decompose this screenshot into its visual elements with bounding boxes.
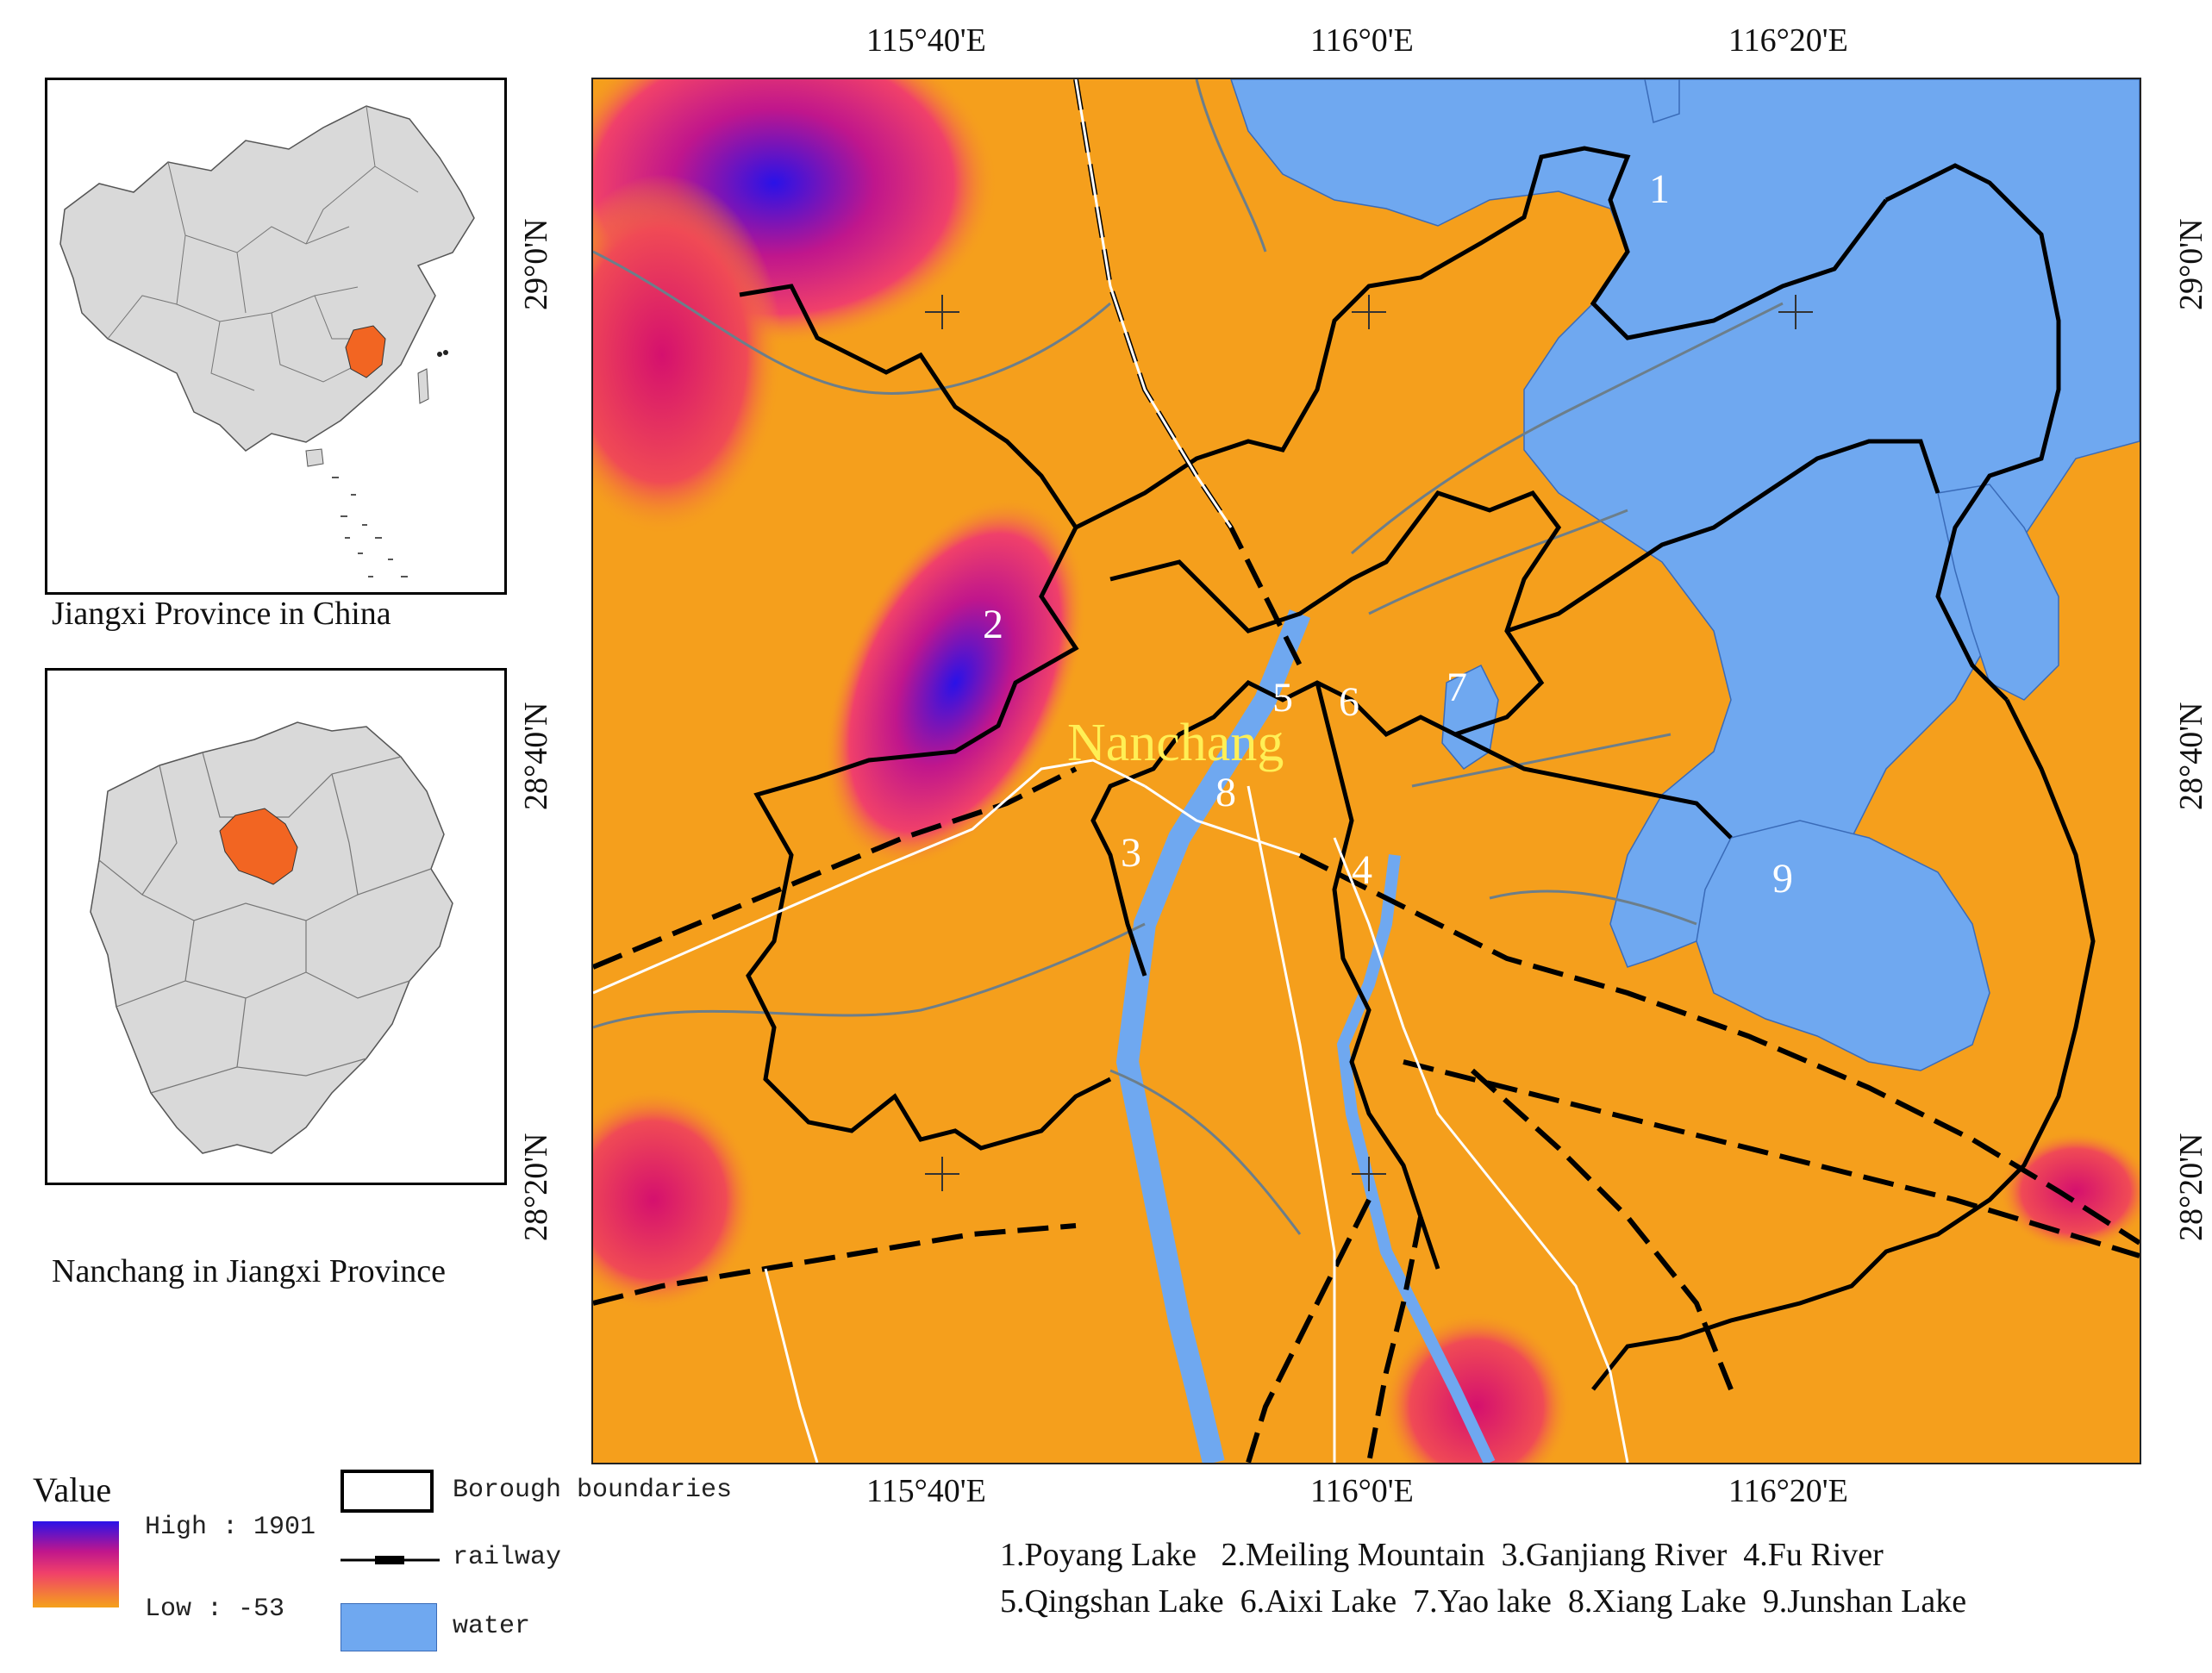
railway-south-2 (1366, 1216, 1423, 1463)
jiangxi-nanchang-highlight (219, 808, 298, 885)
ganjiang-river (1115, 609, 1311, 1463)
poyang-lake-east-bay (1937, 484, 2059, 701)
main-map-svg (593, 79, 2140, 1463)
jiangxi-county-lines (98, 752, 432, 1094)
main-map: 1 2 3 4 5 6 7 8 9 Nanchang (591, 78, 2141, 1464)
boundary-northeast-district (1884, 163, 2061, 702)
china-inset-svg (59, 105, 475, 577)
railway-east-branch (1403, 1059, 2140, 1258)
west-hills (593, 174, 783, 536)
boundary-west-district (739, 284, 1112, 1151)
jiangxi-inset-map (45, 668, 507, 1185)
legend-railway-swatch (341, 1556, 440, 1564)
road-south-2 (1333, 837, 1629, 1463)
lon-label-top-2: 116°0'E (1310, 22, 1414, 59)
road-center (1144, 784, 1301, 857)
feature-number-9: 9 (1772, 856, 1793, 902)
railway-east (1298, 852, 2140, 1245)
south-china-sea-islands (332, 477, 408, 577)
feature-number-7: 7 (1447, 665, 1467, 710)
boundary-jinxian-district (1506, 439, 1940, 634)
lon-label-top-3: 116°20'E (1728, 22, 1848, 59)
china-inset-caption: Jiangxi Province in China (52, 596, 391, 632)
legend-water-swatch (341, 1603, 437, 1651)
hainan-island (305, 448, 324, 467)
china-inset-map (45, 78, 507, 595)
railway-southeast (1470, 1068, 1734, 1391)
boundary-north-district (1074, 146, 1888, 530)
legend-value-title: Value (33, 1470, 112, 1509)
china-jiangxi-highlight (345, 325, 386, 378)
road-southwest (764, 1268, 819, 1463)
feature-names-line-1: 1.Poyang Lake 2.Meiling Mountain 3.Ganji… (1000, 1537, 1884, 1573)
lon-label-bottom-3: 116°20'E (1728, 1473, 1848, 1509)
legend-boundary-swatch (341, 1470, 434, 1513)
china-province-lines (107, 105, 419, 391)
city-label-nanchang: Nanchang (1067, 714, 1284, 772)
feature-number-4: 4 (1352, 847, 1372, 893)
feature-names-line-2: 5.Qingshan Lake 6.Aixi Lake 7.Yao lake 8… (1000, 1583, 1967, 1620)
feature-number-8: 8 (1215, 770, 1236, 815)
water-bodies (1115, 79, 2140, 1463)
island-dot (443, 350, 448, 355)
meiling-mountain-area (823, 496, 1087, 869)
road-west (593, 758, 1146, 995)
lat-label-left-1: 29°0'N (518, 218, 554, 311)
river-lines (593, 79, 1784, 1235)
road-north (1074, 79, 1233, 528)
railways (593, 79, 2140, 1463)
jiangxi-land (90, 721, 453, 1154)
boundary-central-district (1090, 490, 1562, 977)
feature-number-1: 1 (1649, 166, 1670, 212)
lon-label-bottom-1: 115°40'E (866, 1473, 986, 1509)
lat-label-right-3: 28°20'N (2173, 1133, 2209, 1242)
road-south-1 (1247, 785, 1336, 1463)
china-land (59, 105, 475, 452)
lat-label-right-1: 29°0'N (2173, 218, 2209, 311)
jiangxi-inset-caption: Nanchang in Jiangxi Province (52, 1253, 446, 1289)
poyang-lake (1230, 79, 2140, 968)
southwest-hills (593, 1088, 757, 1312)
fu-river (1336, 854, 1496, 1463)
island-dot (437, 352, 442, 357)
lat-label-right-2: 28°40'N (2173, 702, 2209, 811)
legend-water-label: water (453, 1612, 531, 1641)
feature-number-2: 2 (983, 602, 1003, 647)
railway-southwest (593, 766, 1078, 970)
jiangxi-inset-svg (90, 721, 453, 1154)
lat-label-left-2: 28°40'N (518, 702, 554, 811)
railway-south-1 (1246, 1198, 1372, 1463)
graticule-crosses (925, 295, 1813, 1191)
taiwan-island (417, 368, 429, 404)
lat-label-left-3: 28°20'N (518, 1133, 554, 1242)
legend-boundary-label: Borough boundaries (453, 1476, 733, 1505)
northeast-pond (1644, 79, 1680, 123)
feature-number-3: 3 (1121, 830, 1141, 876)
legend-high-label: High : 1901 (145, 1513, 316, 1542)
feature-number-6: 6 (1339, 679, 1359, 725)
junshan-lake (1696, 820, 1990, 1071)
legend-elevation-ramp (33, 1521, 119, 1607)
boundary-southeast-district (1453, 732, 1733, 840)
lon-label-top-1: 115°40'E (866, 22, 986, 59)
boundary-south-district (1315, 682, 1440, 1270)
legend-railway-label: railway (453, 1543, 562, 1572)
lon-label-bottom-2: 116°0'E (1310, 1473, 1414, 1509)
railway-southwest-2 (593, 1223, 1077, 1306)
feature-number-5: 5 (1272, 675, 1293, 721)
legend-low-label: Low : -53 (145, 1595, 285, 1624)
